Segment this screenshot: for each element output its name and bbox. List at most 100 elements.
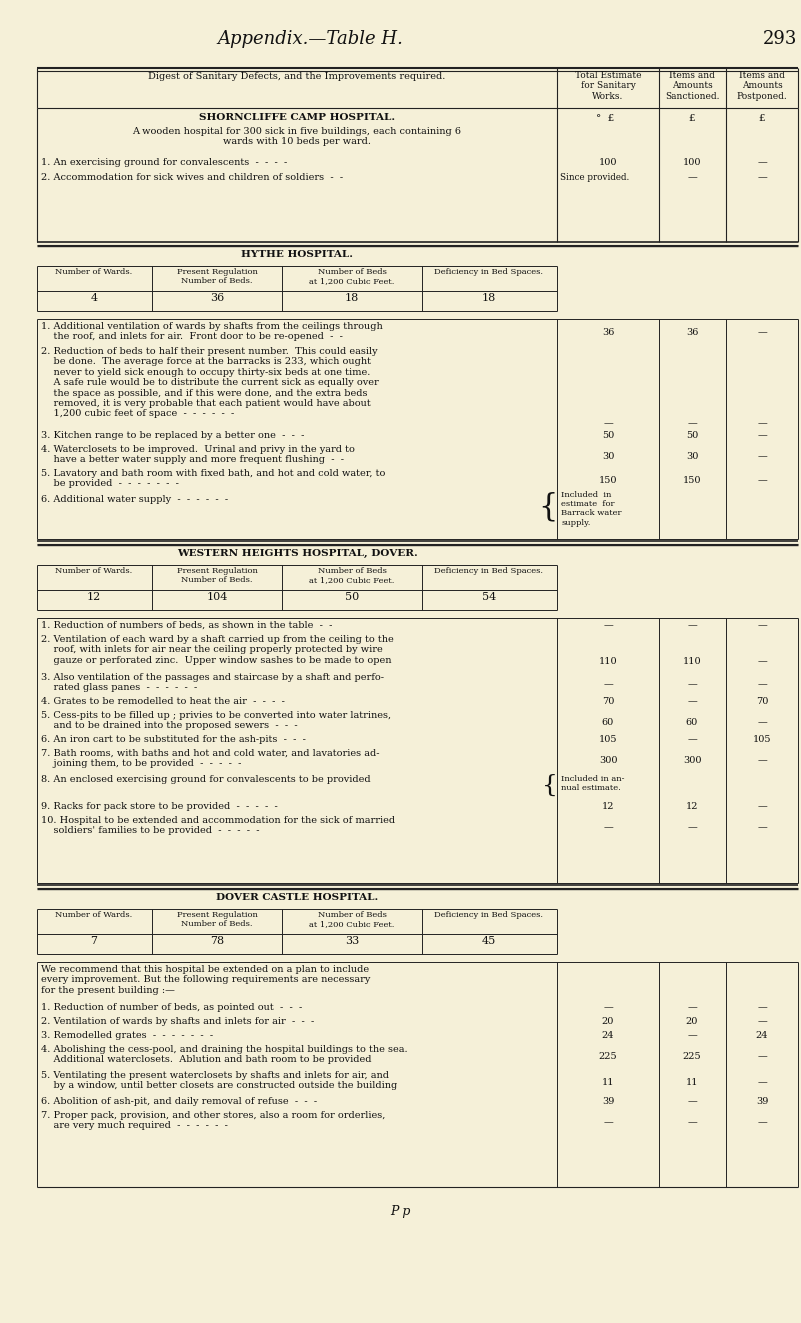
Text: 7. Proper pack, provision, and other stores, also a room for orderlies,
    are : 7. Proper pack, provision, and other sto… (41, 1111, 385, 1130)
Text: 1. Additional ventilation of wards by shafts from the ceilings through
    the r: 1. Additional ventilation of wards by sh… (41, 321, 383, 341)
Text: —: — (757, 1118, 767, 1127)
Text: Number of Wards.: Number of Wards. (55, 568, 133, 576)
Text: —: — (603, 620, 613, 630)
Text: Deficiency in Bed Spaces.: Deficiency in Bed Spaces. (434, 568, 544, 576)
Text: 4. Grates to be remodelled to heat the air  -  -  -  -: 4. Grates to be remodelled to heat the a… (41, 697, 285, 706)
Text: Items and
Amounts
Sanctioned.: Items and Amounts Sanctioned. (665, 71, 719, 101)
Text: 5. Cess-pits to be filled up ; privies to be converted into water latrines,
    : 5. Cess-pits to be filled up ; privies t… (41, 710, 391, 730)
Text: Number of Beds
at 1,200 Cubic Feet.: Number of Beds at 1,200 Cubic Feet. (309, 912, 395, 929)
Text: —: — (757, 755, 767, 765)
Text: 4. Waterclosets to be improved.  Urinal and privy in the yard to
    have a bett: 4. Waterclosets to be improved. Urinal a… (41, 445, 355, 464)
Text: —: — (687, 1097, 697, 1106)
Text: —: — (603, 680, 613, 689)
Text: 100: 100 (682, 157, 701, 167)
Text: —: — (757, 476, 767, 486)
Text: —: — (757, 1052, 767, 1061)
Text: 20: 20 (686, 1017, 698, 1027)
Text: 54: 54 (482, 591, 496, 602)
Text: 39: 39 (602, 1097, 614, 1106)
Text: 3. Kitchen range to be replaced by a better one  -  -  -: 3. Kitchen range to be replaced by a bet… (41, 431, 304, 441)
Text: 6. Additional water supply  -  -  -  -  -  -: 6. Additional water supply - - - - - - (41, 495, 228, 504)
Text: 70: 70 (602, 697, 614, 706)
Text: 110: 110 (598, 658, 618, 665)
Text: 105: 105 (753, 736, 771, 744)
Text: 30: 30 (686, 452, 698, 460)
Text: Total Estimate
for Sanitary
Works.: Total Estimate for Sanitary Works. (575, 71, 642, 101)
Text: 104: 104 (207, 591, 227, 602)
Text: 12: 12 (602, 802, 614, 811)
Text: —: — (757, 1078, 767, 1088)
Text: £: £ (759, 114, 765, 123)
Text: 7: 7 (91, 935, 98, 946)
Text: —: — (603, 823, 613, 832)
Text: 10. Hospital to be extended and accommodation for the sick of married
    soldie: 10. Hospital to be extended and accommod… (41, 816, 395, 835)
Text: 2. Accommodation for sick wives and children of soldiers  -  -: 2. Accommodation for sick wives and chil… (41, 173, 343, 183)
Text: 1. Reduction of number of beds, as pointed out  -  -  -: 1. Reduction of number of beds, as point… (41, 1003, 302, 1012)
Text: 5. Ventilating the present waterclosets by shafts and inlets for air, and
    by: 5. Ventilating the present waterclosets … (41, 1072, 397, 1090)
Text: Deficiency in Bed Spaces.: Deficiency in Bed Spaces. (434, 912, 544, 919)
Text: 3. Also ventilation of the passages and staircase by a shaft and perfo-
    rate: 3. Also ventilation of the passages and … (41, 673, 384, 692)
Text: —: — (757, 823, 767, 832)
Text: —: — (687, 1003, 697, 1012)
Text: 50: 50 (345, 591, 359, 602)
Text: —: — (757, 1003, 767, 1012)
Text: —: — (757, 431, 767, 441)
Text: 2. Reduction of beds to half their present number.  This could easily
    be don: 2. Reduction of beds to half their prese… (41, 347, 379, 418)
Text: 11: 11 (686, 1078, 698, 1088)
Text: —: — (687, 680, 697, 689)
Text: WESTERN HEIGHTS HOSPITAL, DOVER.: WESTERN HEIGHTS HOSPITAL, DOVER. (177, 549, 417, 558)
Text: —: — (757, 680, 767, 689)
Text: 12: 12 (686, 802, 698, 811)
Text: 36: 36 (686, 328, 698, 337)
Text: 300: 300 (682, 755, 701, 765)
Text: 36: 36 (210, 292, 224, 303)
Text: Number of Wards.: Number of Wards. (55, 912, 133, 919)
Text: SHORNCLIFFE CAMP HOSPITAL.: SHORNCLIFFE CAMP HOSPITAL. (199, 112, 395, 122)
Text: —: — (757, 173, 767, 183)
Text: 225: 225 (682, 1052, 702, 1061)
Text: 6. An iron cart to be substituted for the ash-pits  -  -  -: 6. An iron cart to be substituted for th… (41, 736, 306, 744)
Text: We recommend that this hospital be extended on a plan to include
every improveme: We recommend that this hospital be exten… (41, 964, 370, 995)
Text: DOVER CASTLE HOSPITAL.: DOVER CASTLE HOSPITAL. (216, 893, 378, 902)
Text: Items and
Amounts
Postponed.: Items and Amounts Postponed. (737, 71, 787, 101)
Text: 45: 45 (482, 935, 496, 946)
Text: 5. Lavatory and bath room with fixed bath, and hot and cold water, to
    be pro: 5. Lavatory and bath room with fixed bat… (41, 468, 385, 488)
Text: Since provided.: Since provided. (560, 173, 630, 183)
Text: 60: 60 (686, 718, 698, 728)
Text: 293: 293 (763, 30, 797, 48)
Text: 20: 20 (602, 1017, 614, 1027)
Text: Number of Wards.: Number of Wards. (55, 269, 133, 277)
Text: 70: 70 (756, 697, 768, 706)
Text: P p: P p (390, 1205, 410, 1218)
Text: 2. Ventilation of wards by shafts and inlets for air  -  -  -: 2. Ventilation of wards by shafts and in… (41, 1017, 314, 1027)
Text: 105: 105 (599, 736, 618, 744)
Text: 3. Remodelled grates  -  -  -  -  -  -  -: 3. Remodelled grates - - - - - - - (41, 1031, 213, 1040)
Text: —: — (603, 1118, 613, 1127)
Text: 4: 4 (91, 292, 98, 303)
Text: 50: 50 (602, 431, 614, 441)
Text: —: — (757, 620, 767, 630)
Text: 60: 60 (602, 718, 614, 728)
Text: Deficiency in Bed Spaces.: Deficiency in Bed Spaces. (434, 269, 544, 277)
Text: 150: 150 (599, 476, 618, 486)
Text: 78: 78 (210, 935, 224, 946)
Text: Included in an-
nual estimate.: Included in an- nual estimate. (561, 775, 625, 792)
Text: Present Regulation
Number of Beds.: Present Regulation Number of Beds. (176, 269, 257, 286)
Text: —: — (757, 718, 767, 728)
Text: Present Regulation
Number of Beds.: Present Regulation Number of Beds. (176, 912, 257, 929)
Text: —: — (757, 328, 767, 337)
Text: —: — (757, 452, 767, 460)
Text: °  £: ° £ (596, 114, 614, 123)
Text: —: — (687, 1031, 697, 1040)
Text: 300: 300 (599, 755, 618, 765)
Text: 4. Abolishing the cess-pool, and draining the hospital buildings to the sea.
   : 4. Abolishing the cess-pool, and drainin… (41, 1045, 408, 1065)
Text: 225: 225 (598, 1052, 618, 1061)
Text: —: — (757, 1017, 767, 1027)
Text: —: — (757, 802, 767, 811)
Text: {: { (542, 774, 558, 796)
Text: —: — (757, 419, 767, 429)
Text: 6. Abolition of ash-pit, and daily removal of refuse  -  -  -: 6. Abolition of ash-pit, and daily remov… (41, 1097, 317, 1106)
Text: A wooden hospital for 300 sick in five buildings, each containing 6
wards with 1: A wooden hospital for 300 sick in five b… (132, 127, 461, 147)
Text: —: — (603, 419, 613, 429)
Text: —: — (603, 1003, 613, 1012)
